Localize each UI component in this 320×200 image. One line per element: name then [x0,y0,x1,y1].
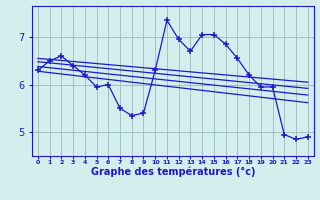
X-axis label: Graphe des températures (°c): Graphe des températures (°c) [91,167,255,177]
